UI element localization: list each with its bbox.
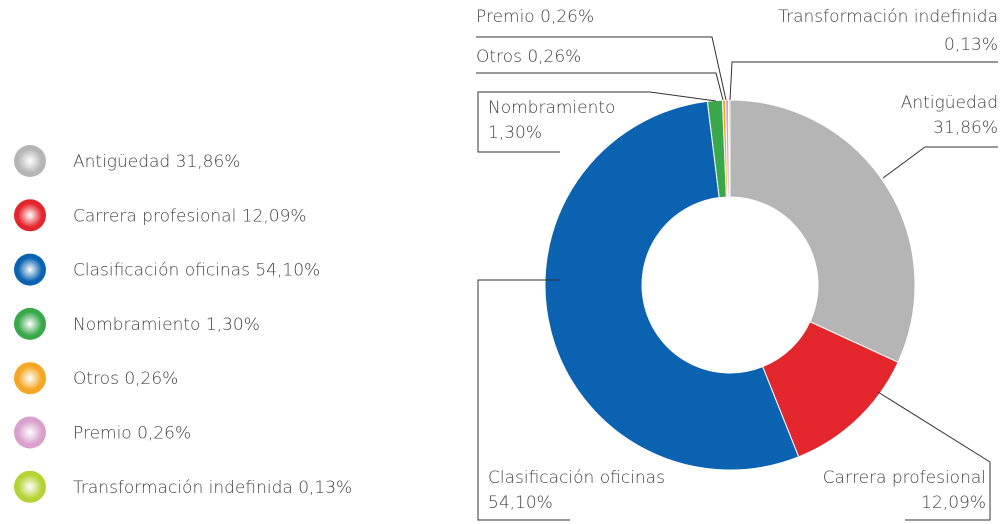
legend-value: 31,86% [176,152,241,172]
legend-name: Nombramiento [73,315,200,335]
slice-value-label: 0,26% [540,7,594,27]
legend-swatch [14,199,46,232]
legend-value: 0,26% [124,369,178,389]
slice-value-label: 31,86% [933,118,998,138]
slice-label: Nombramiento [488,98,615,118]
slice-label: Carrera profesional [823,468,986,488]
slice [729,99,916,363]
legend-swatch [14,253,46,286]
legend-label: Clasificación oficinas 54,10% [73,261,320,281]
slice-value-label: 1,30% [488,123,542,143]
slice-label: Transformación indefinida [778,7,998,27]
slice-label: Otros 0,26% [476,47,581,67]
legend-swatch [14,145,46,177]
slice-label: Antigüedad [901,93,998,113]
slice-name: Otros [476,47,522,67]
legend-name: Otros [73,369,119,389]
slice-value-label: 0,26% [527,47,581,67]
legend-label: Transformación indefinida 0,13% [73,478,352,498]
leader-line [477,279,570,521]
slice-value-label: 12,09% [921,493,986,513]
slice-value-label: 0,13% [944,35,998,55]
legend-label: Otros 0,26% [73,369,178,389]
leader-line [477,91,717,153]
legend-swatch [14,470,46,503]
slice-value-label: 54,10% [488,493,553,513]
legend-value: 12,09% [242,206,307,226]
legend-label: Antigüedad 31,86% [73,152,240,172]
legend-value: 1,30% [206,315,260,335]
legend-swatch [14,362,46,395]
legend-swatch [14,307,46,340]
leader-line [882,146,998,179]
legend-label: Nombramiento 1,30% [73,315,260,335]
legend-name: Transformación indefinida [73,478,293,498]
legend-label: Premio 0,26% [73,424,191,444]
leader-line [729,61,998,101]
slice [727,99,731,198]
leader-line [476,72,724,101]
slice-name: Premio [476,7,535,27]
legend-swatch [14,416,46,449]
legend-value: 54,10% [255,261,320,281]
legend-name: Clasificación oficinas [73,261,250,281]
legend-name: Carrera profesional [73,206,236,226]
leader-line [476,36,727,101]
legend-name: Premio [73,424,132,444]
slice [544,100,800,471]
leader-line [877,391,991,521]
slice-label: Clasificación oficinas [488,468,665,488]
slice-label: Premio 0,26% [476,7,594,27]
legend-label: Carrera profesional 12,09% [73,206,307,226]
legend-value: 0,13% [298,478,352,498]
legend-name: Antigüedad [73,152,170,172]
legend-value: 0,26% [137,424,191,444]
